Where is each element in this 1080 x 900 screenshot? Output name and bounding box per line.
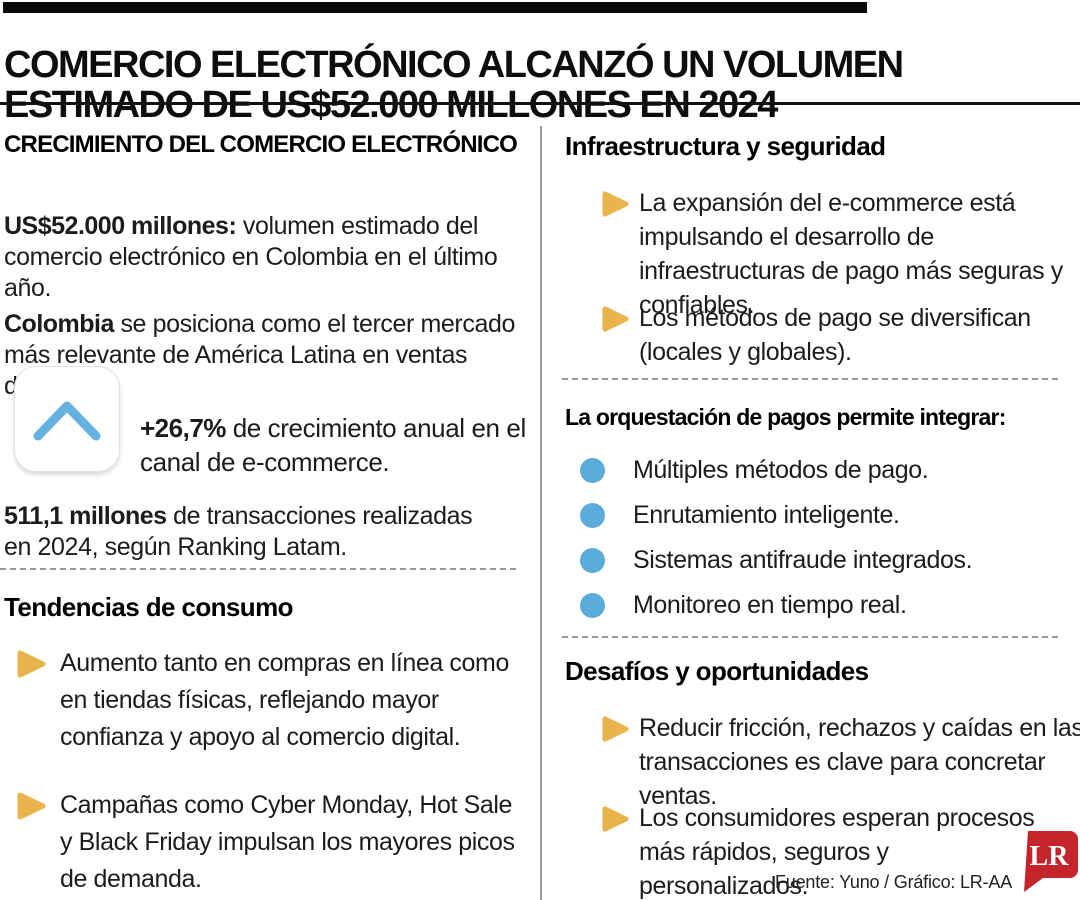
circle-bullet-icon [580, 503, 605, 528]
circle-bullet-icon [580, 593, 605, 618]
circle-bullet-icon [580, 548, 605, 573]
infrastructure-bullet-2: Los métodos de pago se diversifican (loc… [601, 301, 1079, 369]
volume-paragraph-text: volumen estimado del comercio electrónic… [4, 212, 498, 302]
infrastructure-bullet-1: La expansión del e-commerce está impulsa… [601, 186, 1079, 322]
challenges-bullet-1-text: Reducir fricción, rechazos y caídas en l… [639, 714, 1080, 810]
orchestration-item-1: Múltiples métodos de pago. [580, 456, 929, 485]
growth-chevron-card [14, 366, 120, 472]
right-dashed-divider-2 [562, 636, 1058, 638]
transactions-paragraph: 511,1 millones de transacciones realizad… [4, 501, 484, 563]
chevron-up-icon [33, 401, 101, 441]
orchestration-section-heading: La orquestación de pagos permite integra… [565, 404, 1006, 430]
triangle-bullet-icon [602, 306, 629, 332]
colombia-paragraph: Colombia se posiciona como el tercer mer… [4, 309, 536, 402]
challenges-bullet-1: Reducir fricción, rechazos y caídas en l… [601, 711, 1080, 813]
orchestration-item-2: Enrutamiento inteligente. [580, 501, 900, 530]
page-title-line2: ESTIMADO DE US$52.000 MILLONES EN 2024 [4, 84, 778, 127]
volume-paragraph: US$52.000 millones: volumen estimado del… [4, 211, 530, 304]
top-black-bar [3, 2, 867, 13]
trends-bullet-2: Campañas como Cyber Monday, Hot Sale y B… [16, 787, 530, 898]
growth-stat-paragraph: +26,7% de crecimiento anual en el canal … [140, 411, 550, 479]
trends-bullet-1-text: Aumento tanto en compras en línea como e… [60, 649, 509, 751]
trends-bullet-1: Aumento tanto en compras en línea como e… [16, 645, 530, 756]
orchestration-item-3: Sistemas antifraude integrados. [580, 546, 973, 575]
triangle-bullet-icon [17, 792, 46, 820]
trends-section-heading: Tendencias de consumo [4, 592, 293, 622]
growth-stat-text: de crecimiento anual en el canal de e-co… [140, 413, 526, 477]
orchestration-item-4: Monitoreo en tiempo real. [580, 591, 907, 620]
colombia-paragraph-text: se posiciona como el tercer mercado más … [4, 310, 515, 400]
circle-bullet-icon [580, 458, 605, 483]
orchestration-item-2-text: Enrutamiento inteligente. [633, 501, 900, 529]
orchestration-item-1-text: Múltiples métodos de pago. [633, 456, 929, 484]
infrastructure-bullet-2-text: Los métodos de pago se diversifican (loc… [639, 304, 1031, 366]
challenges-section-heading: Desafíos y oportunidades [565, 656, 869, 686]
infrastructure-section-heading: Infraestructura y seguridad [565, 131, 886, 161]
challenges-bullet-2: Los consumidores esperan procesos más rá… [601, 801, 1059, 900]
triangle-bullet-icon [602, 191, 629, 217]
orchestration-item-3-text: Sistemas antifraude integrados. [633, 546, 973, 574]
column-divider [540, 126, 542, 900]
triangle-bullet-icon [602, 716, 629, 742]
volume-paragraph-lead: US$52.000 millones: [4, 212, 237, 240]
left-dashed-divider [0, 568, 516, 570]
triangle-bullet-icon [602, 806, 629, 832]
transactions-paragraph-lead: 511,1 millones [4, 502, 167, 530]
orchestration-item-4-text: Monitoreo en tiempo real. [633, 591, 907, 619]
challenges-bullet-2-text: Los consumidores esperan procesos más rá… [639, 804, 1035, 900]
growth-section-heading: CRECIMIENTO DEL COMERCIO ELECTRÓNICO [4, 131, 518, 158]
page-title: COMERCIO ELECTRÓNICO ALCANZÓ UN VOLUMEN … [4, 45, 1004, 125]
trends-bullet-2-text: Campañas como Cyber Monday, Hot Sale y B… [60, 791, 515, 893]
triangle-bullet-icon [17, 650, 46, 678]
title-underline [0, 102, 1080, 105]
colombia-paragraph-lead: Colombia [4, 310, 114, 338]
source-credit: Fuente: Yuno / Gráfico: LR-AA [775, 872, 1012, 892]
page-title-line1: COMERCIO ELECTRÓNICO ALCANZÓ UN VOLUMEN [4, 44, 904, 87]
right-dashed-divider-1 [562, 378, 1058, 380]
transactions-paragraph-text: de transacciones realizadas en 2024, seg… [4, 502, 473, 561]
lr-logo: LR [1024, 831, 1078, 892]
infrastructure-bullet-1-text: La expansión del e-commerce está impulsa… [639, 189, 1063, 319]
growth-stat-lead: +26,7% [140, 413, 226, 443]
lr-logo-text: LR [1030, 841, 1070, 872]
